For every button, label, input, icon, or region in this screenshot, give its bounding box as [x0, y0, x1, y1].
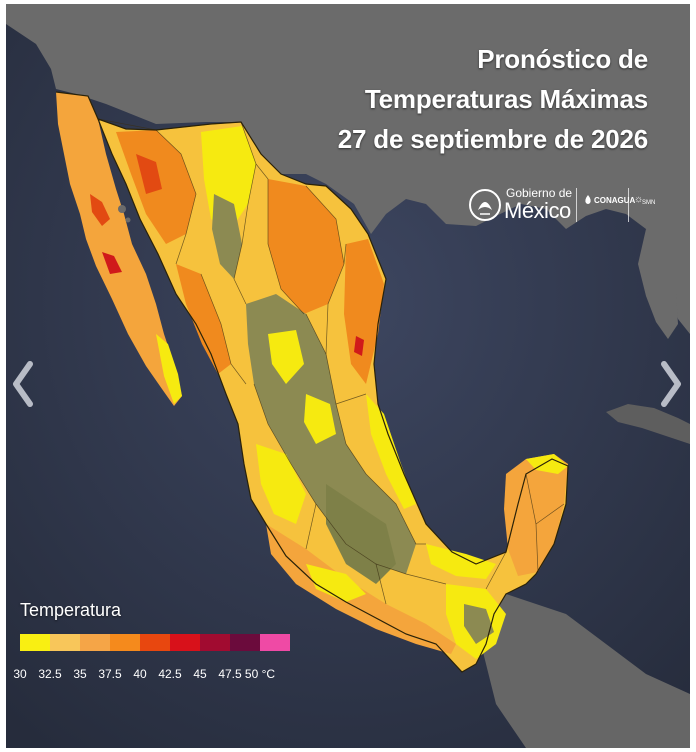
- legend-tick-label: 40: [133, 667, 147, 681]
- legend-swatch: [260, 634, 290, 651]
- legend-swatch: [110, 634, 140, 651]
- usa-land: [6, 4, 690, 334]
- mexico-outline: [55, 91, 569, 673]
- coahuila-orange: [268, 179, 344, 314]
- chevron-left-icon[interactable]: [8, 354, 38, 414]
- tamaulipas-orange: [344, 239, 384, 384]
- yucatan-yellow-edge: [526, 454, 568, 474]
- legend-tick-label: 42.5: [158, 667, 182, 681]
- map-title-line-2: Temperaturas Máximas: [364, 84, 648, 114]
- tabasco-yellow: [426, 544, 496, 579]
- legend-tick-label: 32.5: [38, 667, 62, 681]
- temperature-map: [6, 4, 690, 748]
- map-frame: Pronóstico de Temperaturas Máximas 27 de…: [6, 4, 690, 748]
- baja-south-hot: [102, 252, 122, 274]
- sonora-red: [136, 154, 162, 194]
- guerrero-yellow: [306, 564, 366, 602]
- legend-swatch: [50, 634, 80, 651]
- cuba: [606, 404, 690, 444]
- baja-yellow-coast: [156, 334, 182, 404]
- veracruz-yellow: [366, 394, 416, 509]
- yucatan-peninsula: [504, 454, 568, 576]
- legend-tick-label: 30: [13, 667, 27, 681]
- government-logos: Gobierno de México CONAGUA ☼ SMN: [468, 180, 658, 232]
- legend-tick-label: 50 °C: [244, 667, 276, 681]
- legend-tick-label: 47.5: [218, 667, 242, 681]
- highland-olive-south: [326, 484, 396, 584]
- mexico-label: México: [504, 198, 571, 223]
- florida-peninsula: [638, 229, 678, 339]
- eagle-seal-icon: [469, 189, 501, 221]
- sinaloa-orange: [176, 264, 231, 374]
- temperature-color-scale: [20, 634, 290, 651]
- map-title-line-1: Pronóstico de: [477, 44, 648, 74]
- chihuahua-highland: [212, 194, 242, 279]
- conagua-label: CONAGUA: [594, 196, 636, 205]
- central-yellow-1: [268, 330, 304, 384]
- legend-swatch: [230, 634, 260, 651]
- legend-title: Temperatura: [20, 600, 122, 620]
- central-yellow-3: [256, 444, 306, 524]
- central-yellow-2: [304, 394, 336, 444]
- chiapas-olive: [464, 604, 494, 644]
- legend-swatch: [200, 634, 230, 651]
- chevron-right-icon[interactable]: [656, 354, 686, 414]
- legend-tick-label: 45: [193, 667, 207, 681]
- legend-tick-label: 35: [73, 667, 87, 681]
- map-title-line-3: 27 de septiembre de 2026: [337, 124, 648, 154]
- tamaulipas-red: [354, 336, 364, 356]
- weather-icon: ☼: [634, 194, 644, 205]
- legend-swatch: [140, 634, 170, 651]
- gobierno-label: Gobierno de: [506, 186, 573, 200]
- smn-label: SMN: [642, 200, 656, 206]
- legend-tick-label: 37.5: [98, 667, 122, 681]
- legend-swatch: [170, 634, 200, 651]
- logo-divider: [628, 188, 629, 222]
- baja-hot-zone: [90, 194, 110, 226]
- central-america-land: [476, 594, 690, 748]
- island-tiburon: [118, 205, 126, 213]
- legend-swatch: [80, 634, 110, 651]
- baja-california: [56, 92, 182, 406]
- logo-divider: [576, 188, 577, 222]
- island-angel: [125, 217, 131, 223]
- water-drop-icon: [585, 195, 591, 204]
- legend-swatch: [20, 634, 50, 651]
